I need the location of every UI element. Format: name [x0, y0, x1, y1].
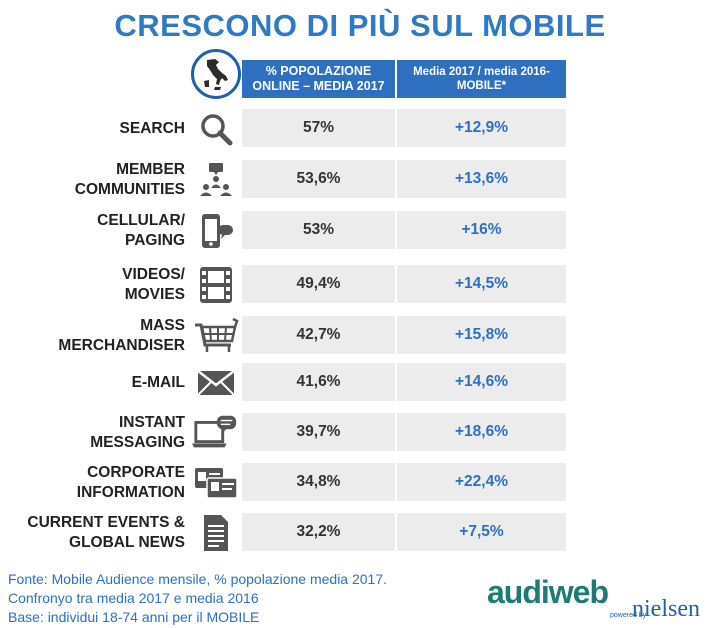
population-cell: 41,6%	[242, 363, 395, 401]
table-row: CELLULAR/ PAGING 53% +16%	[0, 211, 720, 251]
italy-map-icon	[191, 49, 241, 99]
growth-cell: +15,8%	[397, 316, 566, 354]
population-cell: 32,2%	[242, 513, 395, 551]
growth-cell: +7,5%	[397, 513, 566, 551]
table-row: SEARCH 57% +12,9%	[0, 109, 720, 149]
growth-cell: +18,6%	[397, 413, 566, 451]
laptop-chat-icon	[192, 413, 240, 453]
row-label: SEARCH	[119, 120, 185, 137]
column-header-population: % POPOLAZIONE ONLINE – MEDIA 2017	[242, 60, 395, 98]
growth-cell: +14,5%	[397, 265, 566, 303]
population-cell: 57%	[242, 109, 395, 147]
growth-cell: +14,6%	[397, 363, 566, 401]
row-label: MEMBER COMMUNITIES	[74, 161, 185, 198]
growth-cell: +12,9%	[397, 109, 566, 147]
document-icon	[192, 513, 240, 553]
table-row: CURRENT EVENTS & GLOBAL NEWS 32,2% +7,5%	[0, 513, 720, 553]
id-cards-icon	[192, 463, 240, 503]
row-label: CORPORATE INFORMATION	[76, 464, 185, 501]
row-label: MASS MERCHANDISER	[58, 317, 185, 354]
footnote-line: Confronyo tra media 2017 e media 2016	[8, 590, 259, 606]
growth-cell: +13,6%	[397, 160, 566, 198]
row-label: E-MAIL	[131, 374, 185, 391]
population-cell: 53%	[242, 211, 395, 249]
table-row: VIDEOS/ MOVIES 49,4% +14,5%	[0, 265, 720, 305]
nielsen-logo: nielsen	[632, 596, 700, 622]
population-cell: 39,7%	[242, 413, 395, 451]
film-icon	[192, 265, 240, 305]
population-cell: 53,6%	[242, 160, 395, 198]
row-label: INSTANT MESSAGING	[90, 414, 185, 451]
table-row: E-MAIL 41,6% +14,6%	[0, 363, 720, 403]
envelope-icon	[192, 363, 240, 403]
powered-by-label: powered by	[610, 612, 647, 619]
table-row: MEMBER COMMUNITIES 53,6% +13,6%	[0, 160, 720, 200]
row-label: CELLULAR/ PAGING	[97, 212, 185, 249]
cart-icon	[192, 316, 240, 356]
row-label: CURRENT EVENTS & GLOBAL NEWS	[27, 514, 185, 551]
growth-cell: +22,4%	[397, 463, 566, 501]
phone-icon	[192, 211, 240, 251]
column-header-growth: Media 2017 / media 2016-MOBILE*	[397, 60, 566, 98]
footnote-line: Fonte: Mobile Audience mensile, % popola…	[8, 571, 388, 587]
table-row: MASS MERCHANDISER 42,7% +15,8%	[0, 316, 720, 356]
row-label: VIDEOS/ MOVIES	[122, 266, 185, 303]
population-cell: 49,4%	[242, 265, 395, 303]
audiweb-logo: audiweb	[487, 574, 609, 610]
population-cell: 34,8%	[242, 463, 395, 501]
population-cell: 42,7%	[242, 316, 395, 354]
magnifier-icon	[192, 109, 240, 149]
page-title: CRESCONO DI PIÙ SUL MOBILE	[114, 8, 606, 43]
table-row: CORPORATE INFORMATION 34,8% +22,4%	[0, 463, 720, 503]
table-row: INSTANT MESSAGING 39,7% +18,6%	[0, 413, 720, 453]
community-icon	[192, 160, 240, 200]
growth-cell: +16%	[397, 211, 566, 249]
source-footnote: Fonte: Mobile Audience mensile, % popola…	[8, 570, 387, 627]
footnote-line: Base: individui 18-74 anni per il MOBILE	[8, 609, 260, 625]
